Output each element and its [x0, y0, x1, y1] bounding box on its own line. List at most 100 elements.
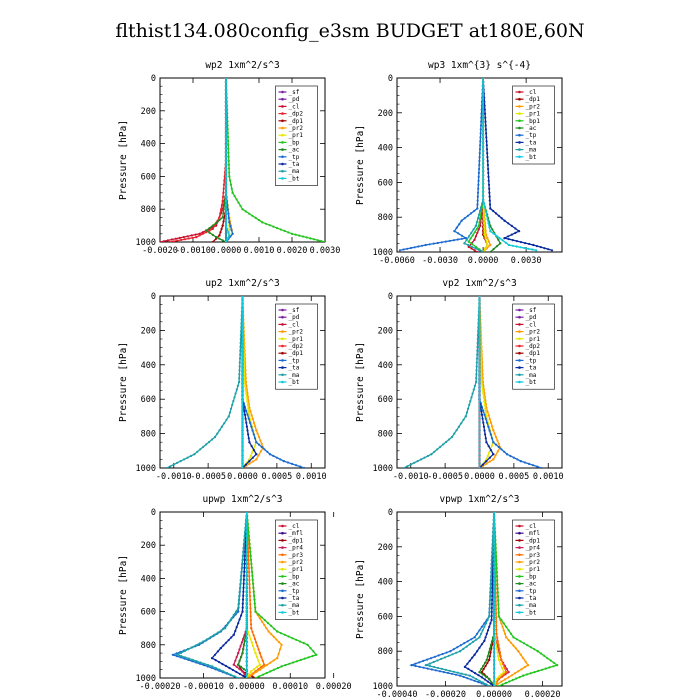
series-point-ma — [239, 349, 242, 352]
series-point-ac — [211, 224, 214, 227]
y-tick-label: 600 — [141, 172, 156, 182]
legend-label: _pd — [289, 314, 300, 321]
series-point-ma — [238, 377, 241, 380]
series-point-ma — [239, 353, 242, 356]
legend-marker-cl — [518, 323, 521, 326]
series-point-ma — [478, 679, 481, 682]
series-point-tp — [414, 664, 417, 668]
series-point-ac — [208, 231, 211, 234]
series-point-bp — [305, 236, 308, 239]
series-group — [171, 512, 318, 678]
series-point-ma — [491, 551, 494, 554]
series-point-bp — [497, 611, 500, 614]
series-point-ma — [490, 559, 493, 562]
series-point-ma — [187, 648, 190, 651]
series-point-ta — [241, 602, 244, 605]
series-point-tp — [458, 223, 461, 226]
series-point-pr2 — [497, 442, 500, 445]
legend-label: _sf — [526, 307, 537, 314]
series-point-tp — [479, 132, 482, 135]
series-point-bt — [241, 458, 244, 461]
series-point-bt — [493, 634, 496, 637]
series-point-ta — [489, 622, 492, 625]
series-point-ma — [208, 440, 211, 444]
series-point-pr3 — [500, 658, 503, 662]
series-point-bt — [493, 655, 496, 658]
series-point-bt — [493, 570, 496, 573]
series-point-ma — [207, 664, 210, 667]
series-point-tp — [250, 425, 253, 428]
series-point-ta — [224, 664, 228, 668]
series-point-bt — [519, 246, 522, 249]
series-point-ma — [220, 629, 223, 632]
legend-label: _ta — [289, 365, 300, 372]
series-line-tp — [409, 512, 495, 686]
series-point-ta — [482, 425, 485, 428]
x-tick-label: 0.0000 — [211, 246, 242, 256]
series-point-ma — [241, 555, 244, 558]
series-point-ma — [225, 418, 228, 421]
series-point-tp — [434, 669, 437, 672]
series-point-pr4 — [238, 668, 241, 671]
series-point-ma — [489, 587, 492, 590]
series-point-tp — [450, 672, 454, 675]
legend-marker-cl — [281, 524, 284, 528]
series-point-dp2 — [218, 216, 221, 219]
series-point-ac — [211, 233, 214, 236]
series-point-ma — [211, 665, 214, 668]
legend: _sf_pd_cl_dp2_dp1_pr2_pr1_bp_ac_tp_ta_ma… — [275, 85, 318, 186]
series-point-bt — [241, 377, 244, 380]
series-point-bt — [478, 314, 481, 317]
series-point-tp — [426, 667, 429, 670]
legend-label: _dp1 — [526, 350, 541, 357]
series-point-bt — [486, 218, 489, 221]
series-point-pr3 — [253, 637, 256, 641]
series-point-bt — [245, 636, 248, 640]
series-point-ma — [471, 392, 474, 395]
series-point-ma — [491, 547, 494, 550]
series-point-pr2 — [500, 680, 503, 683]
series-point-ac — [482, 664, 485, 668]
series-point-bt — [493, 610, 496, 613]
series-point-pr2 — [492, 458, 495, 461]
series-point-ma — [425, 664, 428, 667]
series-point-tp — [488, 429, 491, 432]
legend-marker-pr3 — [518, 553, 521, 557]
series-point-ta — [245, 425, 248, 428]
series-point-ma — [238, 380, 241, 384]
y-tick-label: 0 — [388, 292, 393, 302]
y-tick-label: 1000 — [373, 464, 393, 474]
series-point-tp — [252, 433, 255, 436]
series-point-bt — [245, 586, 248, 589]
series-point-bt — [482, 121, 485, 124]
legend-marker-ma — [281, 603, 284, 607]
series-point-ma — [169, 465, 172, 468]
series-point-tp — [440, 241, 443, 244]
series-point-ma — [490, 555, 494, 558]
series-point-ac — [487, 651, 490, 654]
series-point-tp — [473, 636, 476, 639]
series-point-ac — [205, 229, 208, 232]
series-line-tp — [399, 78, 484, 251]
series-point-ta — [467, 667, 470, 671]
series-point-ma — [406, 465, 409, 468]
x-tick-label: -0.0020 — [142, 246, 178, 256]
series-line-pr1 — [478, 296, 494, 468]
series-point-ta — [222, 644, 225, 647]
series-point-tp — [523, 461, 527, 464]
series-point-bp — [539, 652, 543, 655]
series-point-bp1 — [478, 221, 481, 224]
series-point-ma — [193, 453, 196, 456]
series-point-bt — [224, 128, 228, 131]
series-point-pr1 — [254, 652, 257, 655]
series-point-ac — [488, 647, 491, 650]
series-point-pr1 — [481, 384, 484, 387]
series-point-ma — [469, 400, 472, 403]
series-point-ma — [187, 657, 190, 660]
series-point-ta — [241, 598, 245, 601]
series-point-ma — [209, 636, 212, 639]
series-point-ma — [238, 587, 242, 590]
series-point-bp — [248, 538, 251, 542]
series-point-ta — [515, 240, 519, 243]
